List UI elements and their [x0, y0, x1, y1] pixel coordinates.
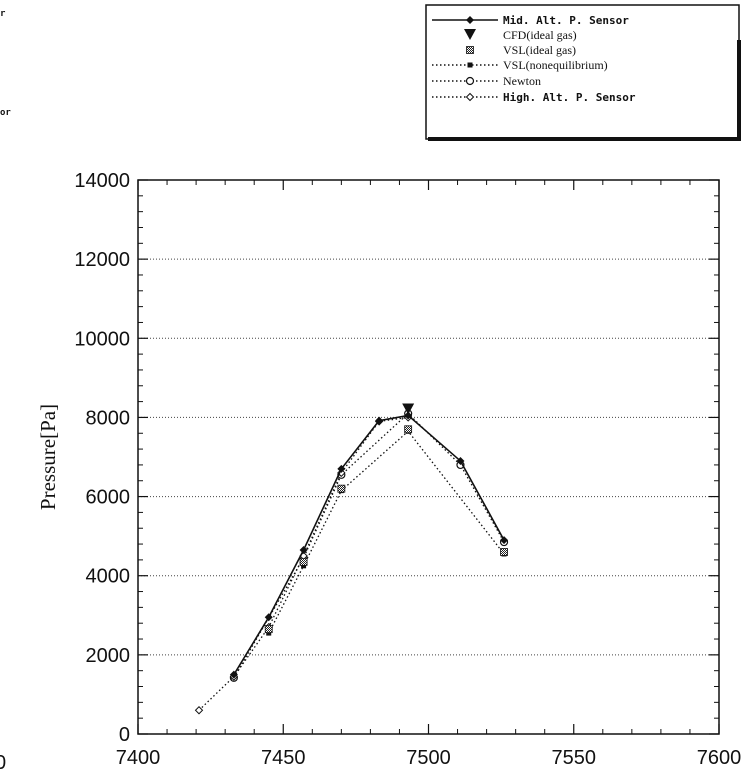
data-point-vsl-ideal-gas: [500, 548, 508, 556]
x-tick-label: 7550: [552, 747, 597, 769]
page-fragment-2: or: [0, 108, 11, 118]
legend-entry-vsl-nonequilibrium: VSL(nonequilibrium): [432, 58, 608, 72]
gridlines: [138, 258, 719, 656]
legend-entry-newton: Newton: [432, 74, 541, 88]
series-line-newton: [233, 412, 505, 679]
x-tick-label: 7600: [697, 747, 742, 769]
series-line-vsl-nonequilibrium: [268, 430, 505, 634]
legend-label-mid-alt-p-sensor: Mid. Alt. P. Sensor: [503, 14, 629, 27]
y-axis-label: Pressure[Pa]: [36, 404, 60, 510]
y-tick-label: 8000: [86, 407, 131, 429]
data-point-mid-alt-p-sensor: [264, 613, 273, 622]
series-vsl-ideal-gas: [264, 425, 508, 634]
series-line-mid-alt-p-sensor: [233, 414, 505, 676]
legend-label-vsl-ideal-gas: VSL(ideal gas): [503, 43, 576, 57]
data-point-high-alt-p-sensor: [194, 706, 204, 715]
series-cfd-ideal-gas: [402, 403, 415, 415]
legend-marker-cfd-ideal-gas: [464, 29, 476, 40]
legend-marker-vsl-nonequilibrium: [467, 62, 473, 68]
y-tick-labels: 0 2000 4000 6000 8000 10000 12000 14000: [74, 170, 130, 746]
x-tick-label: 7500: [406, 747, 451, 769]
x-tick-label: 7400: [116, 747, 161, 769]
page-fragment-1: r: [0, 9, 6, 19]
data-point-mid-alt-p-sensor: [500, 536, 509, 545]
legend-marker-vsl-ideal-gas: [466, 46, 474, 54]
data-point-vsl-ideal-gas: [264, 625, 273, 634]
data-point-mid-alt-p-sensor: [404, 411, 413, 420]
data-point-mid-alt-p-sensor: [337, 464, 346, 473]
legend-marker-newton: [465, 76, 475, 86]
y-tick-label: 10000: [74, 328, 130, 350]
page-fragment-3: 0: [0, 752, 6, 774]
y-tick-label: 0: [119, 724, 130, 746]
x-tick-labels: 7400 7450 7500 7550 7600: [116, 747, 742, 769]
x-tick-label: 7450: [261, 747, 306, 769]
legend-label-high-alt-p-sensor: High. Alt. P. Sensor: [503, 91, 636, 104]
legend-label-vsl-nonequilibrium: VSL(nonequilibrium): [503, 58, 608, 72]
y-tick-label: 4000: [86, 566, 131, 588]
y-tick-label: 6000: [86, 487, 131, 509]
data-point-vsl-nonequilibrium: [266, 630, 272, 636]
series-layer: [194, 403, 509, 715]
legend-entry-vsl-ideal-gas: VSL(ideal gas): [466, 43, 576, 57]
legend-entry-mid-alt-p-sensor: Mid. Alt. P. Sensor: [432, 14, 629, 27]
legend-label-newton: Newton: [503, 74, 541, 88]
legend-entry-cfd-ideal-gas: CFD(ideal gas): [464, 28, 577, 42]
data-point-vsl-nonequilibrium: [301, 563, 307, 569]
data-point-cfd-ideal-gas: [402, 403, 415, 415]
legend-marker-high-alt-p-sensor: [465, 92, 475, 102]
data-point-vsl-ideal-gas: [337, 484, 346, 493]
data-point-vsl-ideal-gas: [299, 557, 308, 566]
legend-frame: [425, 4, 740, 140]
y-tick-label: 14000: [74, 170, 130, 192]
series-newton: [229, 409, 509, 682]
data-point-mid-alt-p-sensor: [456, 456, 465, 465]
plot-frame: [137, 179, 720, 735]
legend-entry-high-alt-p-sensor: High. Alt. P. Sensor: [432, 91, 636, 104]
series-mid-alt-p-sensor: [229, 411, 509, 679]
data-point-mid-alt-p-sensor: [229, 670, 238, 679]
y-tick-label: 12000: [74, 249, 130, 271]
legend-marker-mid-alt-p-sensor: [466, 16, 474, 24]
series-vsl-nonequilibrium: [266, 428, 507, 636]
axis-ticks: [137, 179, 720, 735]
y-tick-label: 2000: [86, 645, 131, 667]
data-point-mid-alt-p-sensor: [375, 416, 384, 425]
data-point-vsl-ideal-gas: [404, 425, 413, 434]
legend-label-cfd-ideal-gas: CFD(ideal gas): [503, 28, 577, 42]
data-point-mid-alt-p-sensor: [299, 545, 308, 554]
